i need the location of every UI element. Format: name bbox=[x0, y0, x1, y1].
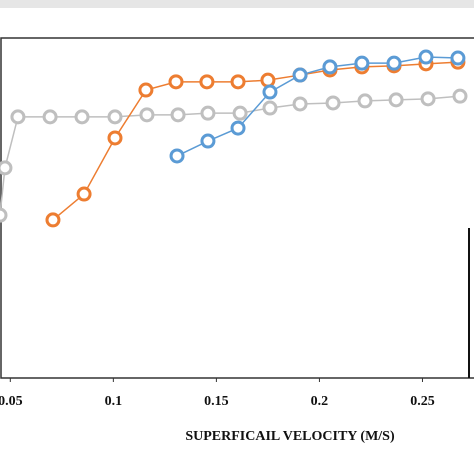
point bbox=[262, 84, 278, 100]
x-tick-label: 0.15 bbox=[204, 394, 229, 409]
point bbox=[420, 91, 436, 107]
point bbox=[107, 130, 123, 146]
x-axis-label: SUPERFICAIL VELOCITY (M/S) bbox=[185, 429, 395, 444]
point bbox=[0, 207, 8, 223]
point bbox=[168, 74, 184, 90]
x-tick-label: 0.25 bbox=[410, 394, 435, 409]
point bbox=[354, 55, 370, 71]
point bbox=[450, 50, 466, 66]
point bbox=[200, 105, 216, 121]
point bbox=[199, 74, 215, 90]
point bbox=[452, 88, 468, 104]
point bbox=[0, 160, 13, 176]
point bbox=[232, 105, 248, 121]
series-line bbox=[0, 95, 461, 216]
point bbox=[10, 109, 26, 125]
point bbox=[74, 109, 90, 125]
point bbox=[139, 107, 155, 123]
point bbox=[230, 120, 246, 136]
point bbox=[322, 59, 338, 75]
point bbox=[292, 96, 308, 112]
point bbox=[325, 95, 341, 111]
point bbox=[386, 55, 402, 71]
x-tick-label: 0.2 bbox=[311, 394, 329, 409]
point bbox=[230, 74, 246, 90]
point bbox=[262, 100, 278, 116]
point bbox=[260, 72, 276, 88]
point bbox=[170, 107, 186, 123]
point bbox=[292, 67, 308, 83]
point bbox=[76, 186, 92, 202]
series-line bbox=[176, 56, 458, 157]
top-strip bbox=[0, 0, 474, 8]
point bbox=[138, 82, 154, 98]
point bbox=[200, 133, 216, 149]
point bbox=[169, 148, 185, 164]
x-tick-label: 0.1 bbox=[105, 394, 123, 409]
point bbox=[45, 212, 61, 228]
point bbox=[388, 92, 404, 108]
x-tick-label: 0.05 bbox=[0, 394, 23, 409]
point bbox=[107, 109, 123, 125]
point bbox=[357, 93, 373, 109]
point bbox=[42, 109, 58, 125]
point bbox=[418, 49, 434, 65]
